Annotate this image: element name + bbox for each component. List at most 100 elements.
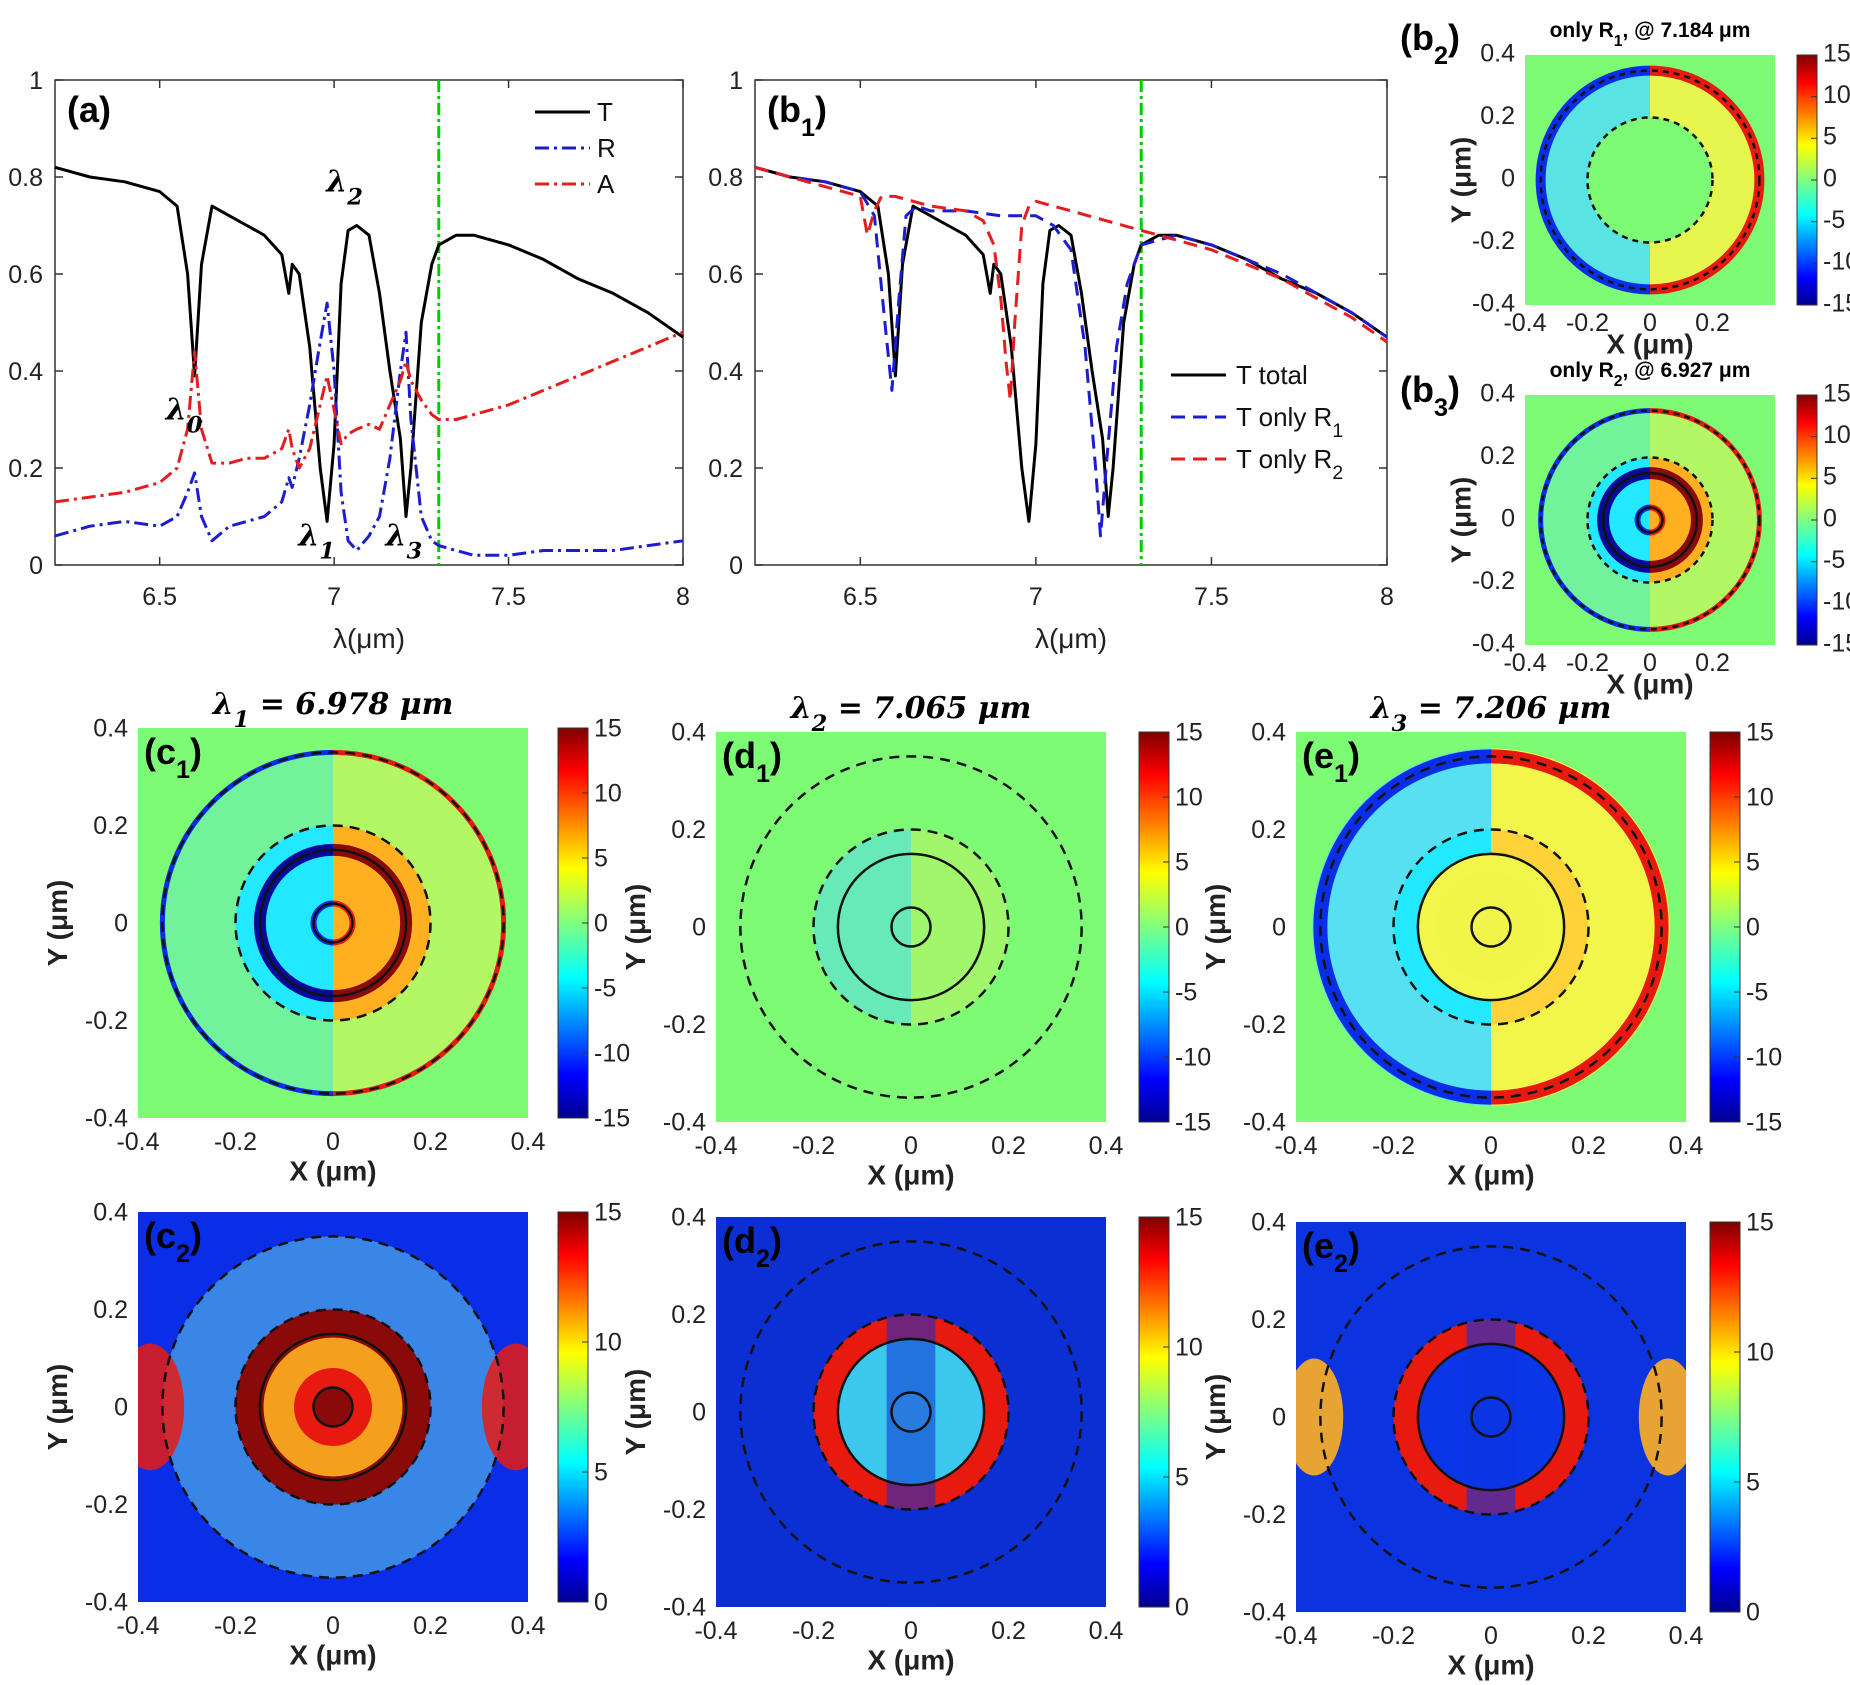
x-tick-label: -0.2 <box>1372 1132 1415 1160</box>
peak-annotation: λ2 <box>324 165 363 211</box>
field-negative-lobe <box>235 825 333 1021</box>
disk-boundary <box>1470 1396 1512 1438</box>
resonator-inner-boundary <box>234 1308 432 1506</box>
y-axis-label: Y (μm) <box>42 1364 73 1451</box>
colorbar-tick-label: 15 <box>1746 718 1774 746</box>
y-axis-label: Y (μm) <box>1200 1374 1231 1461</box>
field-positive-lobe <box>911 829 1009 1025</box>
colorbar-tick-label: 10 <box>594 779 622 807</box>
field-core <box>313 1387 353 1427</box>
x-axis-label: X (μm) <box>289 1155 376 1186</box>
x-tick-label: 0.2 <box>1695 309 1730 337</box>
colorbar-tick-label: 5 <box>1746 1468 1760 1496</box>
field-edge-lobe <box>1296 1358 1344 1476</box>
x-tick-label: -0.2 <box>214 1128 257 1156</box>
colorbar-tick-label: 5 <box>1823 463 1837 491</box>
resonator-outer-boundary <box>1539 409 1761 631</box>
colorbar-tick-label: 5 <box>1746 848 1760 876</box>
x-tick-label: -0.4 <box>694 1617 737 1645</box>
x-axis-label: X (μm) <box>1447 1649 1534 1680</box>
colorbar-tick-label: -15 <box>594 1104 630 1132</box>
x-axis-label: X (μm) <box>1447 1159 1534 1190</box>
y-tick-label: -0.2 <box>1243 1501 1286 1529</box>
y-tick-label: 0.4 <box>708 358 743 386</box>
ring-boundary <box>1416 1342 1566 1492</box>
y-tick-label: 1 <box>29 67 43 95</box>
y-tick-label: 0.4 <box>93 714 128 742</box>
y-tick-label: -0.4 <box>1472 629 1515 657</box>
x-tick-label: -0.4 <box>694 1132 737 1160</box>
x-tick-label: 0.2 <box>991 1617 1026 1645</box>
x-tick-label: 0.2 <box>413 1128 448 1156</box>
colorbar-tick-label: -5 <box>594 974 616 1002</box>
y-tick-label: 0.8 <box>8 164 43 192</box>
x-tick-label: 7 <box>1029 583 1043 611</box>
resonator-outer-boundary <box>739 1240 1083 1584</box>
series-a <box>54 330 684 504</box>
field-core <box>1436 872 1546 982</box>
y-tick-label: -0.4 <box>85 1104 128 1132</box>
panel-label: (a) <box>67 89 111 130</box>
x-tick-label: -0.4 <box>1503 309 1546 337</box>
y-tick-label: -0.2 <box>1243 1011 1286 1039</box>
ring-boundary <box>258 848 408 998</box>
field-halo <box>162 1236 504 1578</box>
panel-b2: -0.4 -0.2 0 0.2 -0.4 -0.2 0 0.2 0.4 X (μm) Y (μm) -… <box>1400 17 1850 359</box>
x-tick-label: 0.4 <box>511 1612 546 1640</box>
panel-d2: -0.4 -0.2 0 0.2 0.4 -0.4 -0.2 0 0.2 0.4 X (μm) Y (μ… <box>620 1203 1203 1675</box>
colorbar-tick-label: -10 <box>1823 588 1850 616</box>
x-axis-label: X (μm) <box>289 1639 376 1670</box>
colorbar-tick-label: 0 <box>1746 1598 1760 1626</box>
colorbar-tick-label: 10 <box>594 1328 622 1356</box>
panel-title: λ2 = 7.065 μm <box>789 691 1032 737</box>
resonator-outer-boundary <box>161 751 505 1095</box>
peak-annotation: λ1 <box>296 519 335 565</box>
y-tick-label: 0.4 <box>1480 39 1515 67</box>
colorbar-tick-label: -15 <box>1823 629 1850 657</box>
field-map <box>138 1212 528 1602</box>
colorbar-tick-label: 10 <box>1175 783 1203 811</box>
y-tick-label: 0 <box>692 913 706 941</box>
colorbar <box>557 1211 589 1603</box>
y-tick-label: 0 <box>1501 164 1515 192</box>
plot-frame <box>754 79 1388 566</box>
x-tick-label: 0 <box>326 1612 340 1640</box>
resonator-outer-boundary <box>1319 755 1663 1099</box>
colorbar-tick-label: -10 <box>1746 1043 1782 1071</box>
panel-b3: -0.4 -0.2 0 0.2 -0.4 -0.2 0 0.2 0.4 X (μm) Y (μm) -… <box>1400 359 1850 699</box>
resonator-inner-boundary <box>812 1313 1010 1511</box>
y-tick-label: 0 <box>1272 1403 1286 1431</box>
field-map <box>138 728 528 1118</box>
y-tick-label: 0.2 <box>1251 816 1286 844</box>
panel-b1: 6.5 7 7.5 8 0 0.2 0.4 0.6 0.8 1 λ(μm) (b1) T total T … <box>708 67 1394 654</box>
ring-boundary <box>258 1332 408 1482</box>
colorbar-tick-label: 15 <box>1823 39 1850 67</box>
colorbar-tick-label: 10 <box>1746 1338 1774 1366</box>
x-axis-label: X (μm) <box>867 1644 954 1675</box>
colorbar-tick-label: 5 <box>594 1458 608 1486</box>
disk-boundary <box>890 1391 932 1433</box>
x-tick-label: 0.2 <box>1571 1622 1606 1650</box>
x-tick-label: 0.2 <box>1571 1132 1606 1160</box>
y-tick-label: 0.2 <box>93 812 128 840</box>
field-map <box>716 732 1106 1122</box>
colorbar-tick-label: 15 <box>594 1198 622 1226</box>
x-tick-label: -0.4 <box>1503 649 1546 677</box>
y-tick-label: 0.4 <box>1251 1208 1286 1236</box>
y-tick-label: -0.4 <box>1472 289 1515 317</box>
panel-title: only R2, @ 6.927 μm <box>1550 359 1751 390</box>
resonator-inner-boundary <box>1586 456 1714 584</box>
panel-label: (c1) <box>144 731 202 784</box>
resonator-inner-boundary <box>1392 828 1590 1026</box>
ring-boundary <box>1416 852 1566 1002</box>
disk-boundary <box>1636 506 1664 534</box>
x-tick-label: 0.2 <box>991 1132 1026 1160</box>
y-axis-label: Y (μm) <box>1445 137 1476 224</box>
colorbar-tick-label: 10 <box>1175 1333 1203 1361</box>
y-tick-label: 0.4 <box>671 1203 706 1231</box>
colorbar-tick-label: 0 <box>1823 504 1837 532</box>
peak-annotation: λ0 <box>164 393 203 439</box>
x-tick-label: 0.2 <box>1695 649 1730 677</box>
y-tick-label: 0.4 <box>1480 379 1515 407</box>
disk-boundary <box>1470 906 1512 948</box>
